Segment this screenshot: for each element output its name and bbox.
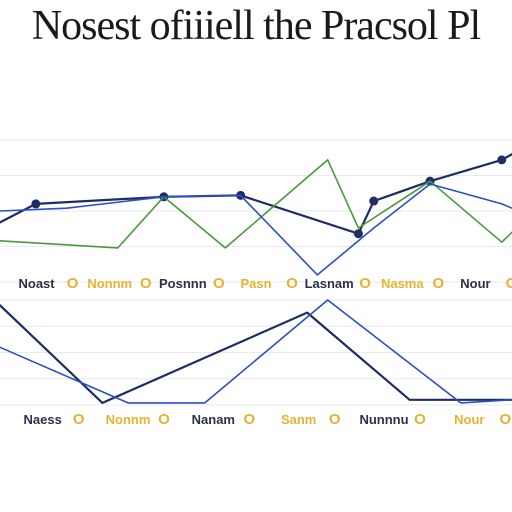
x-tick-label: Pasn: [240, 276, 271, 291]
tick-accent-glyph: O: [432, 275, 444, 292]
x-tick-label: Nonnm: [87, 276, 132, 291]
x-tick-label: Naess: [24, 412, 62, 427]
x-tick-label: Nour: [454, 412, 484, 427]
series-line-blue-chart1: [0, 183, 512, 276]
data-point: [497, 155, 507, 165]
data-point: [31, 199, 41, 209]
tick-accent-glyph: O: [359, 275, 371, 292]
chart-title: Nosest ofiiiell the Pracsol Pl: [31, 3, 481, 49]
plot-area: [0, 153, 512, 404]
x-tick-label: Nanam: [192, 412, 235, 427]
tick-accent-glyph: O: [286, 275, 298, 292]
tick-accent-glyph: O: [329, 411, 341, 428]
tick-accent-glyph: O: [243, 411, 255, 428]
x-tick-label: Sanm: [281, 412, 316, 427]
tick-accent-glyph: O: [213, 275, 225, 292]
data-point: [369, 196, 379, 206]
tick-accent-glyph: O: [414, 411, 426, 428]
tick-accent-glyph: O: [158, 411, 170, 428]
tick-accent-glyph: O: [499, 411, 511, 428]
x-tick-label: Nonnm: [106, 412, 151, 427]
series-line-navy-chart2: [0, 304, 512, 404]
tick-accent-glyph: O: [73, 411, 85, 428]
tick-accent-glyph: O: [506, 275, 512, 292]
series-line-green-chart1: [0, 159, 512, 249]
data-point: [353, 229, 363, 239]
x-tick-label: Nasma: [381, 276, 424, 291]
x-tick-label: Noast: [19, 276, 56, 291]
x-axis: Noast O Nonnm O Posnnn O Pasn O Lasnam O Nasma O Nou…: [19, 275, 512, 428]
x-tick-label: Posnnn: [159, 276, 207, 291]
series-line-blue-chart2: [0, 299, 512, 404]
tick-accent-glyph: O: [67, 275, 79, 292]
tick-accent-glyph: O: [140, 275, 152, 292]
x-tick-label: Lasnam: [305, 276, 354, 291]
x-tick-label: Nunnnu: [359, 412, 408, 427]
x-tick-label: Nour: [460, 276, 490, 291]
